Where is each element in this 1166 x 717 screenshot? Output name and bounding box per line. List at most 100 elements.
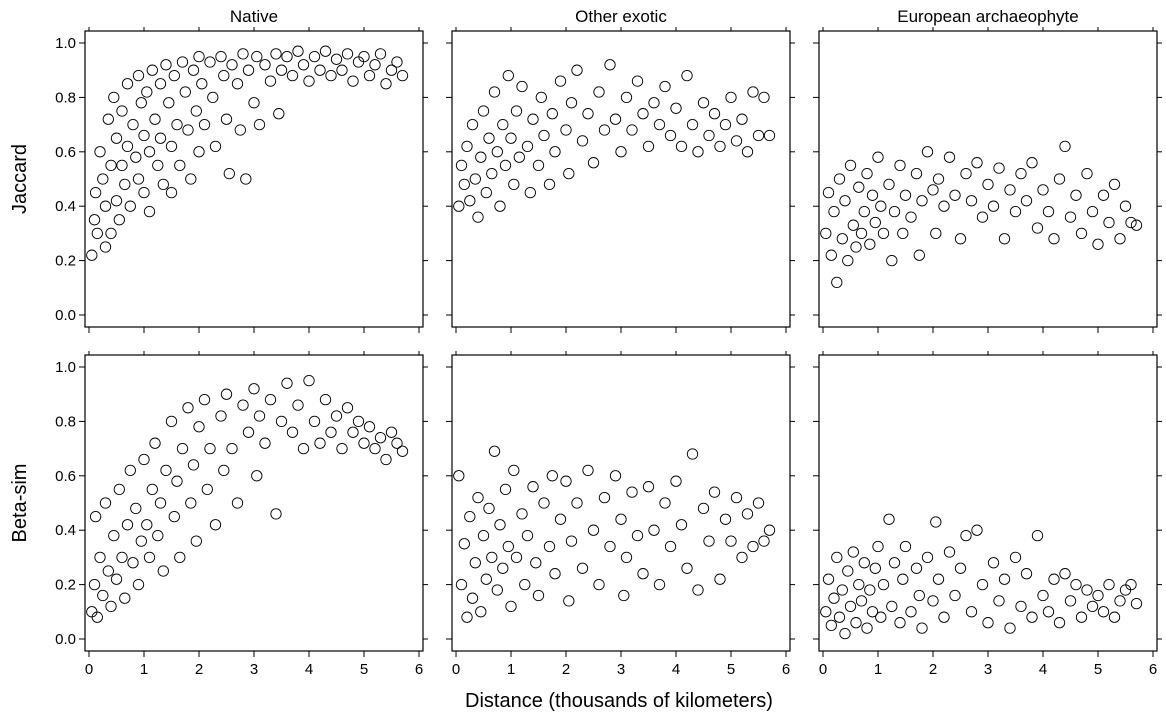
data-point [917,623,927,633]
x-tick-label: 4 [672,661,680,678]
data-point [616,514,626,524]
data-point [199,119,209,129]
data-point [136,98,146,108]
data-point [649,98,659,108]
data-point [843,566,853,576]
x-tick-label: 6 [415,661,423,678]
data-point [117,552,127,562]
data-point [572,65,582,75]
data-point [911,168,921,178]
panel-frame-native-jaccard [85,31,423,327]
data-point [525,187,535,197]
data-point [1120,201,1130,211]
data-point [375,49,385,59]
data-point [917,196,927,206]
data-point [522,141,532,151]
column-title-other-exotic: Other exotic [575,7,667,26]
data-point [142,520,152,530]
data-point [837,234,847,244]
data-point [180,87,190,97]
data-point [456,160,466,170]
data-point [122,79,132,89]
data-point [331,54,341,64]
data-point [150,438,160,448]
data-point [533,160,543,170]
data-point [693,585,703,595]
data-point [1060,141,1070,151]
data-point [748,87,758,97]
data-point [158,179,168,189]
data-point [564,168,574,178]
data-point [175,552,185,562]
data-point [462,141,472,151]
data-point [1021,569,1031,579]
data-point [238,49,248,59]
x-tick-label: 3 [984,661,992,678]
data-point [87,250,97,260]
data-point [155,79,165,89]
data-point [147,65,157,75]
data-point [120,179,130,189]
data-point [895,618,905,628]
data-point [492,585,502,595]
data-point [359,438,369,448]
data-point [619,590,629,600]
data-point [161,465,171,475]
data-point [169,70,179,80]
data-point [704,536,714,546]
data-point [999,574,1009,584]
data-point [627,125,637,135]
data-point [172,476,182,486]
data-point [98,590,108,600]
data-point [169,511,179,521]
data-point [764,525,774,535]
data-point [854,579,864,589]
data-point [1076,612,1086,622]
data-point [489,87,499,97]
column-title-native: Native [230,7,278,26]
data-point [276,416,286,426]
data-point [759,536,769,546]
data-point [219,70,229,80]
data-point [983,179,993,189]
data-point [654,119,664,129]
data-point [742,147,752,157]
data-point [895,160,905,170]
data-point [210,520,220,530]
data-point [676,141,686,151]
data-point [1115,596,1125,606]
data-point [698,503,708,513]
data-point [1054,618,1064,628]
x-tick-label: 2 [562,661,570,678]
data-point [966,196,976,206]
data-point [944,547,954,557]
x-tick-label: 2 [929,661,937,678]
data-point [282,378,292,388]
data-point [906,607,916,617]
data-point [500,484,510,494]
data-point [238,400,248,410]
data-point [583,109,593,119]
data-point [348,427,358,437]
data-point [856,596,866,606]
data-point [539,130,549,140]
data-point [208,92,218,102]
x-tick-label: 3 [617,661,625,678]
data-point [331,411,341,421]
data-point [243,65,253,75]
data-point [166,187,176,197]
data-point [848,547,858,557]
data-point [386,427,396,437]
data-point [392,57,402,67]
data-point [829,206,839,216]
data-point [511,552,521,562]
data-point [144,206,154,216]
data-point [241,174,251,184]
data-point [265,76,275,86]
data-point [320,46,330,56]
data-point [856,228,866,238]
data-point [153,530,163,540]
data-point [359,51,369,61]
data-point [671,476,681,486]
